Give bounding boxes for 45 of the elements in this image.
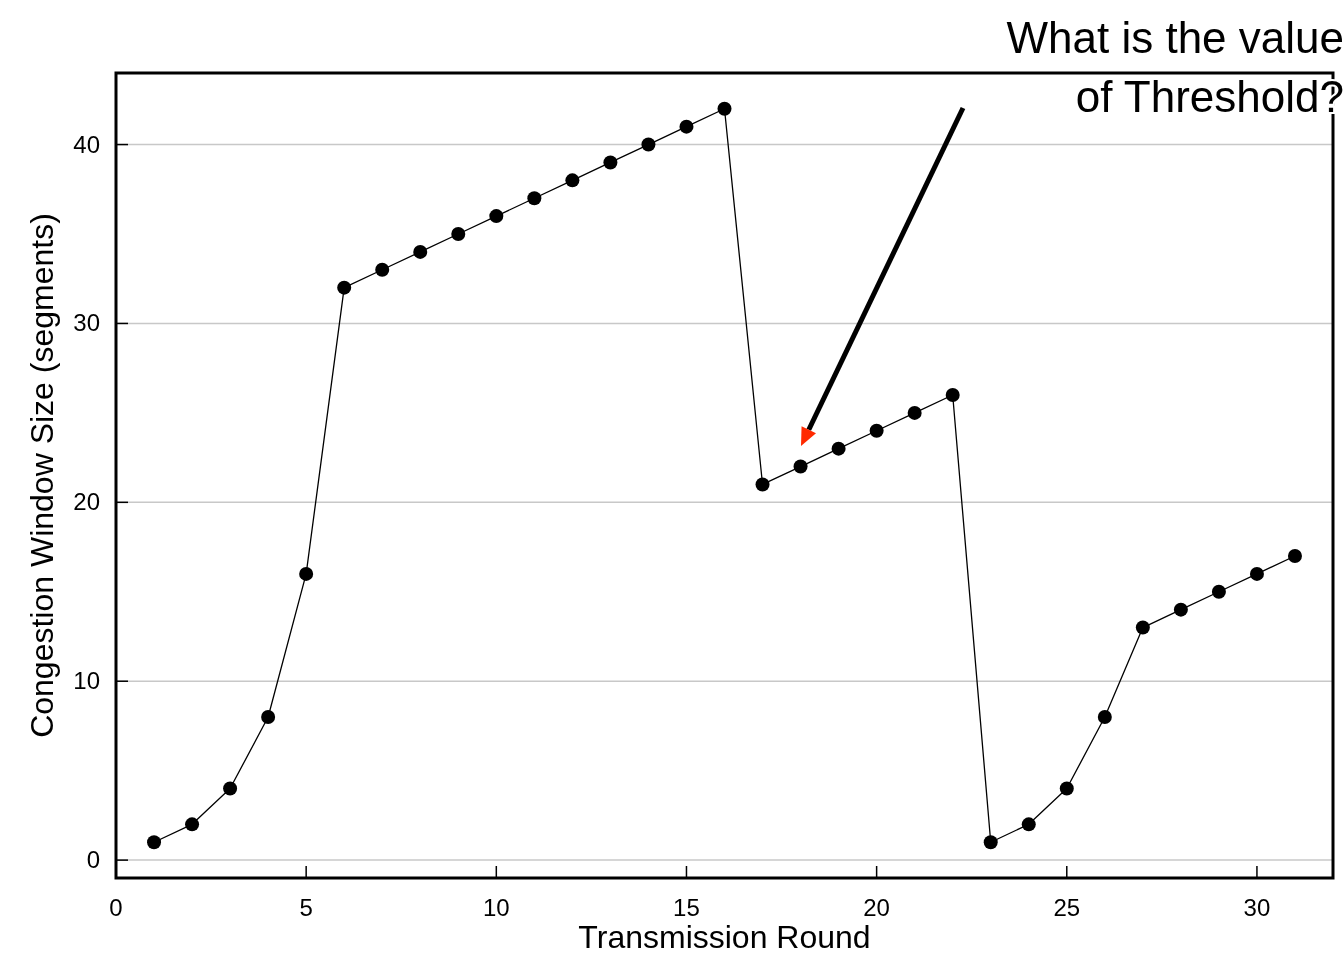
point	[869, 423, 884, 438]
point	[185, 817, 200, 832]
point	[223, 781, 238, 796]
point	[1287, 549, 1302, 563]
point	[793, 459, 808, 474]
point	[375, 262, 390, 277]
point	[831, 441, 846, 456]
point	[1059, 781, 1074, 796]
point	[1135, 620, 1150, 635]
point	[413, 244, 428, 259]
point	[489, 209, 504, 224]
point	[641, 137, 656, 152]
point	[1249, 566, 1264, 581]
point	[337, 280, 352, 295]
y-tick-label: 30	[73, 309, 100, 337]
x-tick-label: 5	[299, 894, 313, 921]
point	[983, 835, 998, 850]
x-axis-title: Transmission Round	[578, 919, 871, 955]
point	[907, 405, 922, 420]
point	[527, 191, 542, 206]
x-tick-label: 10	[482, 894, 510, 921]
point	[1097, 710, 1112, 724]
point	[755, 477, 770, 492]
y-tick-label: 0	[86, 846, 100, 874]
point	[679, 119, 694, 134]
y-tick-label: 40	[73, 130, 100, 158]
point	[1211, 584, 1226, 599]
y-tick-label: 20	[73, 488, 100, 516]
x-tick-label: 20	[863, 894, 890, 921]
x-tick-label: 0	[109, 894, 123, 921]
point	[945, 388, 960, 402]
point	[1173, 602, 1188, 617]
point	[1021, 817, 1036, 832]
point	[261, 710, 276, 724]
point	[603, 155, 618, 170]
point	[565, 173, 580, 188]
x-tick-label: 25	[1053, 894, 1081, 921]
point	[147, 835, 162, 850]
y-tick-label: 10	[73, 667, 100, 695]
x-tick-label: 15	[673, 894, 700, 921]
point	[299, 566, 314, 581]
x-tick-label: 30	[1243, 894, 1271, 921]
point	[717, 101, 732, 116]
y-axis-title: Congestion Window Size (segments)	[24, 213, 60, 738]
point	[451, 227, 466, 241]
